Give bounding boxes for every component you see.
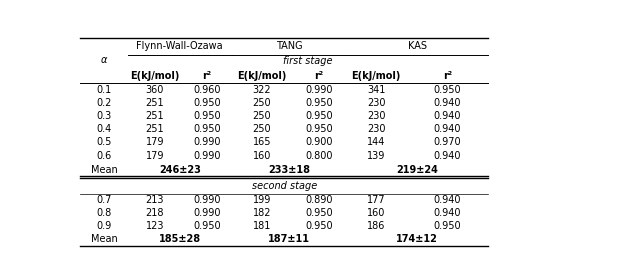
Text: 230: 230: [367, 111, 386, 121]
Text: 0.1: 0.1: [96, 85, 112, 95]
Text: 0.950: 0.950: [193, 124, 221, 134]
Text: 0.940: 0.940: [433, 98, 461, 108]
Text: 0.6: 0.6: [96, 151, 112, 161]
Text: 0.950: 0.950: [193, 98, 221, 108]
Text: 246±23: 246±23: [159, 165, 201, 175]
Text: 230: 230: [367, 124, 386, 134]
Text: E(kJ/mol): E(kJ/mol): [130, 70, 180, 80]
Text: r²: r²: [203, 70, 212, 80]
Text: E(kJ/mol): E(kJ/mol): [237, 70, 286, 80]
Text: 250: 250: [252, 98, 271, 108]
Text: 165: 165: [252, 138, 271, 148]
Text: 182: 182: [252, 208, 271, 218]
Text: 0.990: 0.990: [193, 151, 221, 161]
Text: 0.950: 0.950: [305, 221, 333, 231]
Text: 160: 160: [253, 151, 271, 161]
Text: 160: 160: [367, 208, 385, 218]
Text: second stage: second stage: [252, 181, 317, 191]
Text: 360: 360: [146, 85, 164, 95]
Text: 0.950: 0.950: [193, 221, 221, 231]
Text: 0.960: 0.960: [193, 85, 221, 95]
Text: 0.950: 0.950: [193, 111, 221, 121]
Text: 179: 179: [146, 138, 164, 148]
Text: 123: 123: [146, 221, 164, 231]
Text: 0.5: 0.5: [96, 138, 112, 148]
Text: 0.990: 0.990: [306, 85, 333, 95]
Text: 0.940: 0.940: [433, 111, 461, 121]
Text: E(kJ/mol): E(kJ/mol): [352, 70, 401, 80]
Text: 0.3: 0.3: [96, 111, 112, 121]
Text: 251: 251: [146, 111, 164, 121]
Text: 0.990: 0.990: [193, 195, 221, 205]
Text: 0.950: 0.950: [305, 111, 333, 121]
Text: 251: 251: [146, 98, 164, 108]
Text: 174±12: 174±12: [396, 234, 438, 244]
Text: 186: 186: [367, 221, 385, 231]
Text: first stage: first stage: [283, 57, 333, 67]
Text: 185±28: 185±28: [159, 234, 201, 244]
Text: 322: 322: [252, 85, 271, 95]
Text: TANG: TANG: [276, 41, 302, 51]
Text: 0.990: 0.990: [193, 208, 221, 218]
Text: 0.990: 0.990: [193, 138, 221, 148]
Text: 0.890: 0.890: [306, 195, 333, 205]
Text: 0.970: 0.970: [433, 138, 461, 148]
Text: 0.950: 0.950: [305, 124, 333, 134]
Text: 0.2: 0.2: [96, 98, 112, 108]
Text: 0.7: 0.7: [96, 195, 112, 205]
Text: r²: r²: [315, 70, 324, 80]
Text: 179: 179: [146, 151, 164, 161]
Text: 0.900: 0.900: [306, 138, 333, 148]
Text: 341: 341: [367, 85, 385, 95]
Text: 144: 144: [367, 138, 385, 148]
Text: 218: 218: [146, 208, 164, 218]
Text: 187±11: 187±11: [268, 234, 310, 244]
Text: 219±24: 219±24: [396, 165, 438, 175]
Text: r²: r²: [442, 70, 452, 80]
Text: 177: 177: [367, 195, 386, 205]
Text: 0.950: 0.950: [433, 221, 461, 231]
Text: 0.9: 0.9: [96, 221, 112, 231]
Text: 250: 250: [252, 124, 271, 134]
Text: 0.950: 0.950: [433, 85, 461, 95]
Text: Mean: Mean: [91, 234, 117, 244]
Text: 213: 213: [146, 195, 164, 205]
Text: 0.8: 0.8: [96, 208, 112, 218]
Text: 0.800: 0.800: [306, 151, 333, 161]
Text: 0.940: 0.940: [433, 151, 461, 161]
Text: 233±18: 233±18: [268, 165, 310, 175]
Text: Mean: Mean: [91, 165, 117, 175]
Text: KAS: KAS: [408, 41, 427, 51]
Text: 251: 251: [146, 124, 164, 134]
Text: 230: 230: [367, 98, 386, 108]
Text: 139: 139: [367, 151, 385, 161]
Text: α: α: [101, 55, 107, 65]
Text: 0.940: 0.940: [433, 124, 461, 134]
Text: 0.940: 0.940: [433, 208, 461, 218]
Text: 250: 250: [252, 111, 271, 121]
Text: 0.950: 0.950: [305, 208, 333, 218]
Text: 0.950: 0.950: [305, 98, 333, 108]
Text: 181: 181: [253, 221, 271, 231]
Text: 0.940: 0.940: [433, 195, 461, 205]
Text: 199: 199: [253, 195, 271, 205]
Text: 0.4: 0.4: [96, 124, 112, 134]
Text: Flynn-Wall-Ozawa: Flynn-Wall-Ozawa: [137, 41, 223, 51]
